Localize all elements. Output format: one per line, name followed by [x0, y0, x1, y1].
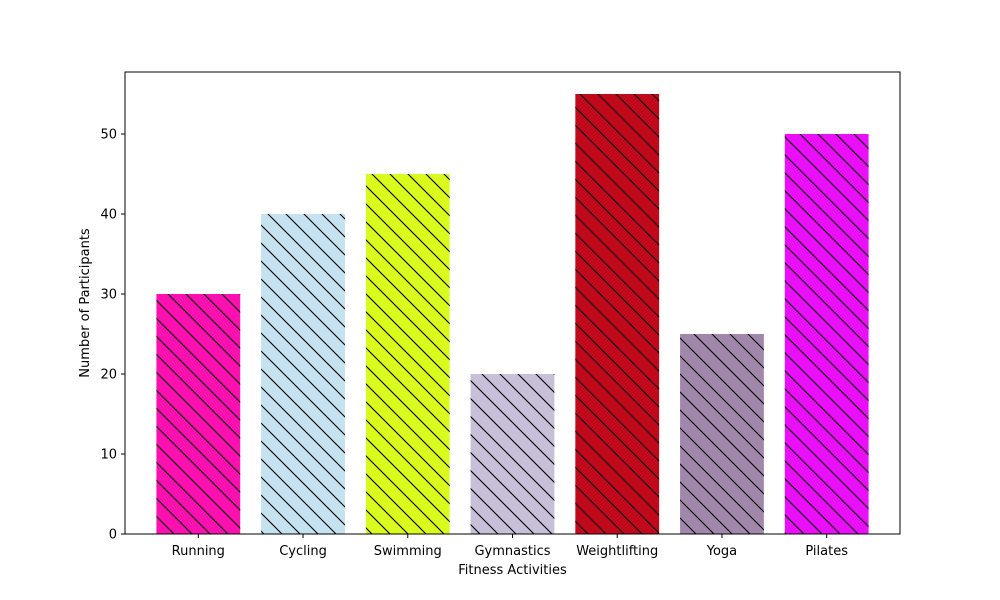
y-tick-label: 30	[100, 288, 117, 303]
x-tick-label: Cycling	[279, 544, 327, 559]
y-tick-label: 0	[109, 528, 117, 543]
y-axis-label: Number of Participants	[78, 228, 93, 378]
bar-hatch-swimming	[365, 174, 450, 534]
x-axis-ticks: Running Cycling Swimming Gymnastics Weightli…	[172, 534, 848, 559]
y-tick-label: 50	[100, 128, 117, 143]
bar-hatch-weightlifting	[575, 94, 660, 534]
y-tick-label: 40	[100, 208, 117, 223]
x-tick-label: Yoga	[706, 544, 737, 559]
y-tick-label: 10	[100, 448, 117, 463]
hatch-group	[156, 94, 869, 534]
x-tick-label: Weightlifting	[576, 544, 658, 559]
bar-hatch-gymnastics	[470, 374, 555, 534]
x-tick-label: Pilates	[805, 544, 848, 559]
bar-hatch-running	[156, 294, 241, 534]
bar-hatch-pilates	[784, 134, 869, 534]
bar-hatch-yoga	[680, 334, 764, 534]
y-axis-ticks: 0 10 20 30 40 50	[100, 128, 125, 543]
bar-hatch-cycling	[261, 214, 345, 534]
x-tick-label: Gymnastics	[474, 544, 550, 559]
x-axis-label: Fitness Activities	[458, 563, 567, 578]
x-tick-label: Swimming	[374, 544, 442, 559]
y-tick-label: 20	[100, 368, 117, 383]
x-tick-label: Running	[172, 544, 225, 559]
